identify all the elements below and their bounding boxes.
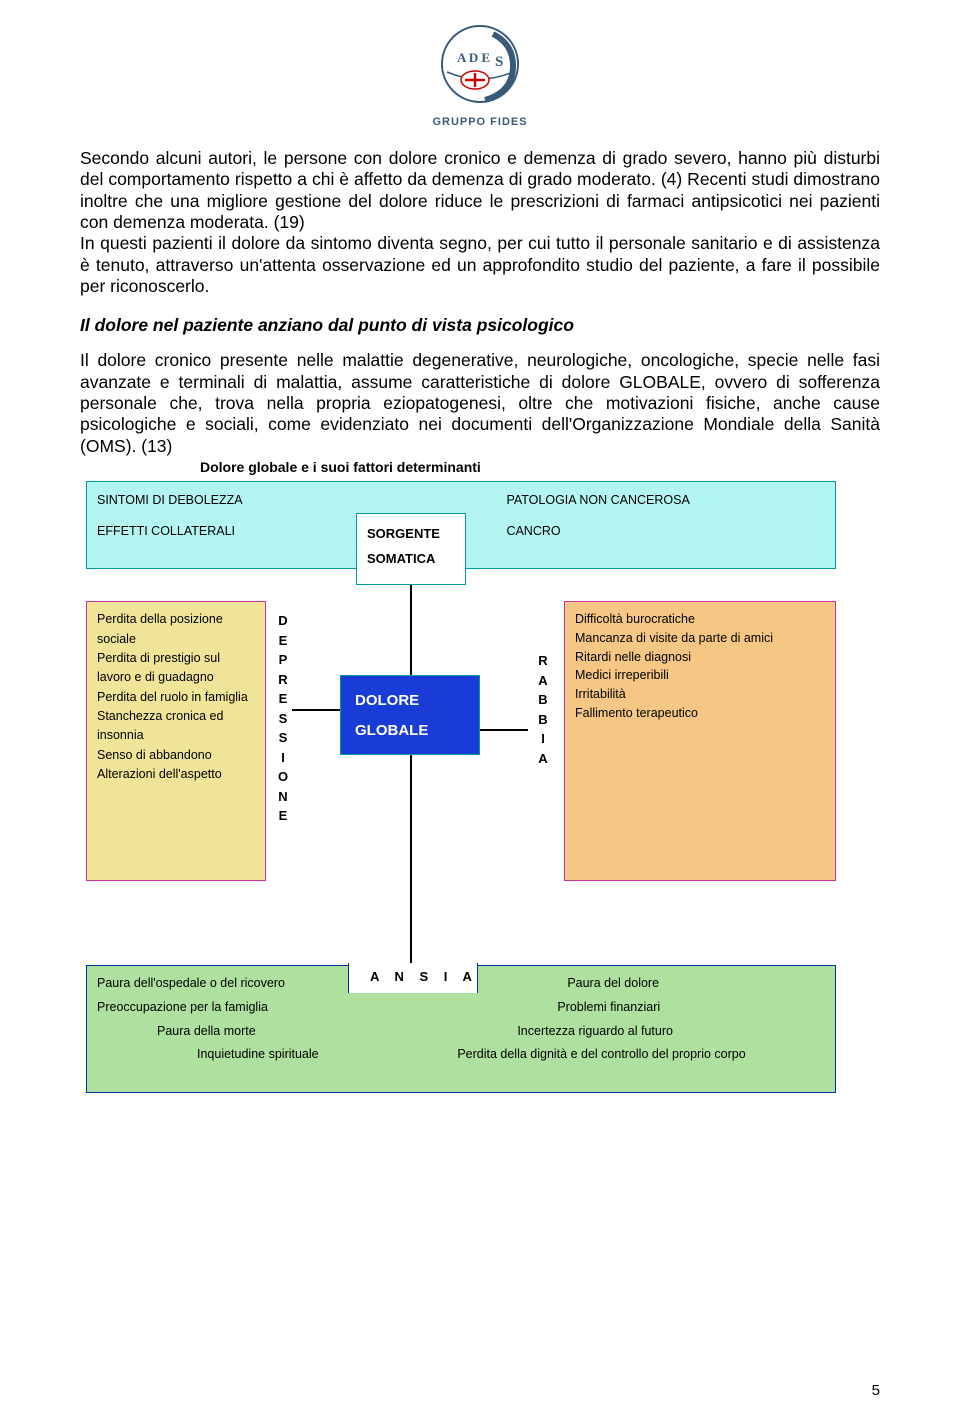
subheading: Il dolore nel paziente anziano dal punto… bbox=[80, 315, 880, 336]
left-item-1: Perdita di prestigio sul lavoro e di gua… bbox=[97, 649, 255, 688]
svg-text:S: S bbox=[495, 54, 503, 70]
top-left-item-0: SINTOMI DI DEBOLEZZA bbox=[97, 490, 446, 511]
fides-logo-icon: A D E S bbox=[435, 24, 525, 109]
ansia-label-2: A N S I A bbox=[370, 969, 478, 984]
somatica-label: SOMATICA bbox=[367, 547, 455, 572]
bottom-right-0: Paura del dolore bbox=[567, 972, 825, 996]
connector-top bbox=[410, 585, 412, 675]
right-item-3: Ritardi nelle diagnosi bbox=[575, 648, 825, 667]
top-right-item-0: PATOLOGIA NON CANCEROSA bbox=[506, 490, 825, 511]
page-number: 5 bbox=[872, 1382, 880, 1399]
dolore-globale-diagram: SINTOMI DI DEBOLEZZA EFFETTI COLLATERALI… bbox=[86, 481, 866, 1121]
paragraph-1a: Secondo alcuni autori, le persone con do… bbox=[80, 148, 880, 232]
connector-left bbox=[292, 709, 340, 711]
left-item-2: Perdita del ruolo in famiglia bbox=[97, 688, 255, 707]
bottom-right-3: Perdita della dignità e del controllo de… bbox=[457, 1043, 825, 1067]
center-line-2: GLOBALE bbox=[355, 716, 465, 746]
right-item-9: Fallimento terapeutico bbox=[575, 704, 825, 723]
connector-right bbox=[480, 729, 528, 731]
right-item-7: Irritabilità bbox=[575, 685, 825, 704]
center-line-1: DOLORE bbox=[355, 686, 465, 716]
bottom-right-2: Incertezza riguardo al futuro bbox=[517, 1020, 825, 1044]
bottom-left-2: Paura della morte bbox=[157, 1020, 417, 1044]
left-item-0: Perdita della posizione sociale bbox=[97, 610, 255, 649]
sorgente-box: SORGENTE SOMATICA bbox=[356, 513, 466, 585]
header-logo: A D E S GRUPPO FIDES bbox=[80, 24, 880, 128]
right-item-2: Mancanza di visite da parte di amici bbox=[575, 629, 825, 648]
top-right-item-1: CANCRO bbox=[506, 521, 825, 542]
rabbia-label: RABBIA bbox=[536, 651, 550, 768]
left-item-3: Stanchezza cronica ed insonnia bbox=[97, 707, 255, 746]
depression-label: DEPRESSIONE bbox=[276, 611, 290, 826]
dolore-globale-center: DOLORE GLOBALE bbox=[340, 675, 480, 755]
logo-caption: GRUPPO FIDES bbox=[80, 116, 880, 128]
bottom-right-1: Problemi finanziari bbox=[557, 996, 825, 1020]
bottom-left-3: Inquietudine spirituale bbox=[197, 1043, 417, 1067]
diagram-title: Dolore globale e i suoi fattori determin… bbox=[200, 459, 880, 475]
paragraph-1b: In questi pazienti il dolore da sintomo … bbox=[80, 233, 880, 296]
right-item-0: Difficoltà burocratiche bbox=[575, 610, 825, 629]
sorgente-label: SORGENTE bbox=[367, 522, 455, 547]
connector-bottom bbox=[410, 755, 412, 965]
paragraph-1: Secondo alcuni autori, le persone con do… bbox=[80, 148, 880, 297]
paragraph-2: Il dolore cronico presente nelle malatti… bbox=[80, 350, 880, 457]
bottom-left-1: Preoccupazione per la famiglia bbox=[97, 996, 417, 1020]
depression-box: Perdita della posizione sociale Perdita … bbox=[86, 601, 266, 881]
left-item-5: Alterazioni dell'aspetto bbox=[97, 765, 255, 784]
left-item-4: Senso di abbandono bbox=[97, 746, 255, 765]
svg-text:A D E: A D E bbox=[457, 50, 490, 65]
right-item-5: Medici irreperibili bbox=[575, 666, 825, 685]
rabbia-box: Difficoltà burocratiche Mancanza di visi… bbox=[564, 601, 836, 881]
